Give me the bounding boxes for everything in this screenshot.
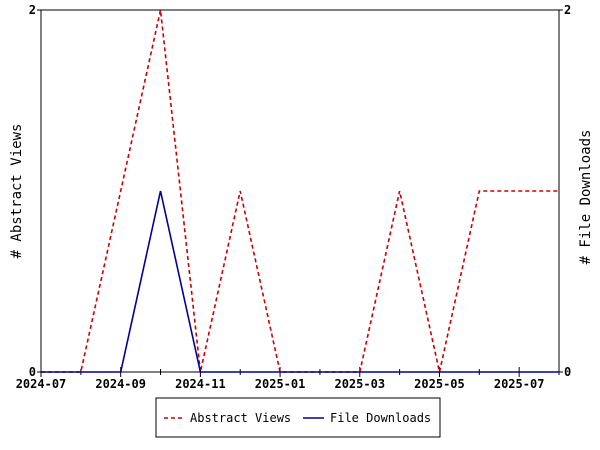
right-y-tick-label: 0 (564, 365, 571, 379)
x-tick-label: 2025-03 (334, 377, 385, 391)
legend: Abstract Views File Downloads (155, 397, 441, 438)
x-tick-label: 2024-11 (175, 377, 226, 391)
legend-box (155, 397, 441, 438)
plot-frame (40, 9, 560, 373)
right-y-tick-label: 2 (564, 3, 571, 17)
left-y-axis: 02 (29, 3, 45, 379)
x-tick-label: 2024-09 (95, 377, 146, 391)
x-tick-label: 2025-01 (255, 377, 306, 391)
legend-label-abstract-views: Abstract Views (190, 411, 291, 425)
left-y-tick-label: 0 (29, 365, 36, 379)
right-y-axis: 02 (555, 3, 571, 379)
series-line-abstract-views (41, 9, 559, 373)
series-layer (41, 9, 559, 373)
x-axis-tick-labels: 2024-07 2024-09 2024-11 2025-01 2025-03 2025-… (16, 377, 545, 391)
plot-area (40, 9, 560, 373)
left-y-tick-label: 2 (29, 3, 36, 17)
x-tick-label: 2025-07 (494, 377, 545, 391)
x-tick-label: 2024-07 (16, 377, 67, 391)
x-tick-label: 2025-05 (414, 377, 465, 391)
legend-label-file-downloads: File Downloads (330, 411, 431, 425)
left-axis-title: # Abstract Views (9, 124, 25, 259)
series-line-file-downloads (41, 190, 559, 373)
right-axis-title: # File Downloads (578, 130, 594, 265)
